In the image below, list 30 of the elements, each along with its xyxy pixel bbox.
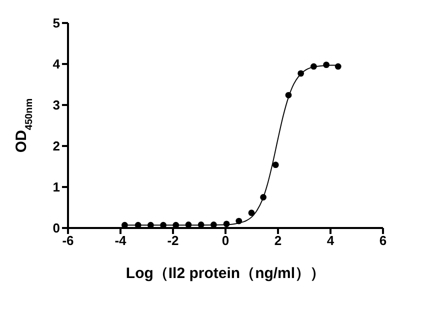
y-tick-label: 4 (52, 56, 61, 72)
point (134, 222, 142, 228)
point (236, 218, 242, 224)
x-tick-label: 0 (222, 233, 230, 248)
y-tick-label: 1 (52, 180, 60, 195)
point (185, 222, 192, 228)
point (248, 210, 255, 216)
point (172, 222, 180, 228)
point (210, 222, 217, 228)
point (285, 92, 292, 98)
y-tick-label: 5 (52, 16, 60, 31)
x-tick-label: -6 (62, 233, 74, 248)
point (298, 70, 304, 77)
point (323, 62, 330, 68)
point (223, 220, 230, 228)
x-tick-label: -2 (167, 233, 179, 248)
point (198, 222, 204, 228)
x-tick-label: 2 (274, 233, 282, 248)
point (334, 63, 342, 70)
y-tick-label: 3 (52, 98, 60, 113)
x-tick-label: 6 (379, 233, 387, 248)
x-tick-label: -4 (114, 233, 128, 248)
x-tick-label: 4 (326, 233, 335, 248)
point (260, 194, 266, 200)
point (147, 222, 154, 228)
x-axis-title: Log（Il2 protein（ng/ml）） (126, 265, 326, 282)
y-tick-label: 0 (52, 220, 60, 236)
y-tick-label: 2 (52, 138, 60, 154)
point (272, 162, 279, 168)
point (310, 63, 317, 70)
